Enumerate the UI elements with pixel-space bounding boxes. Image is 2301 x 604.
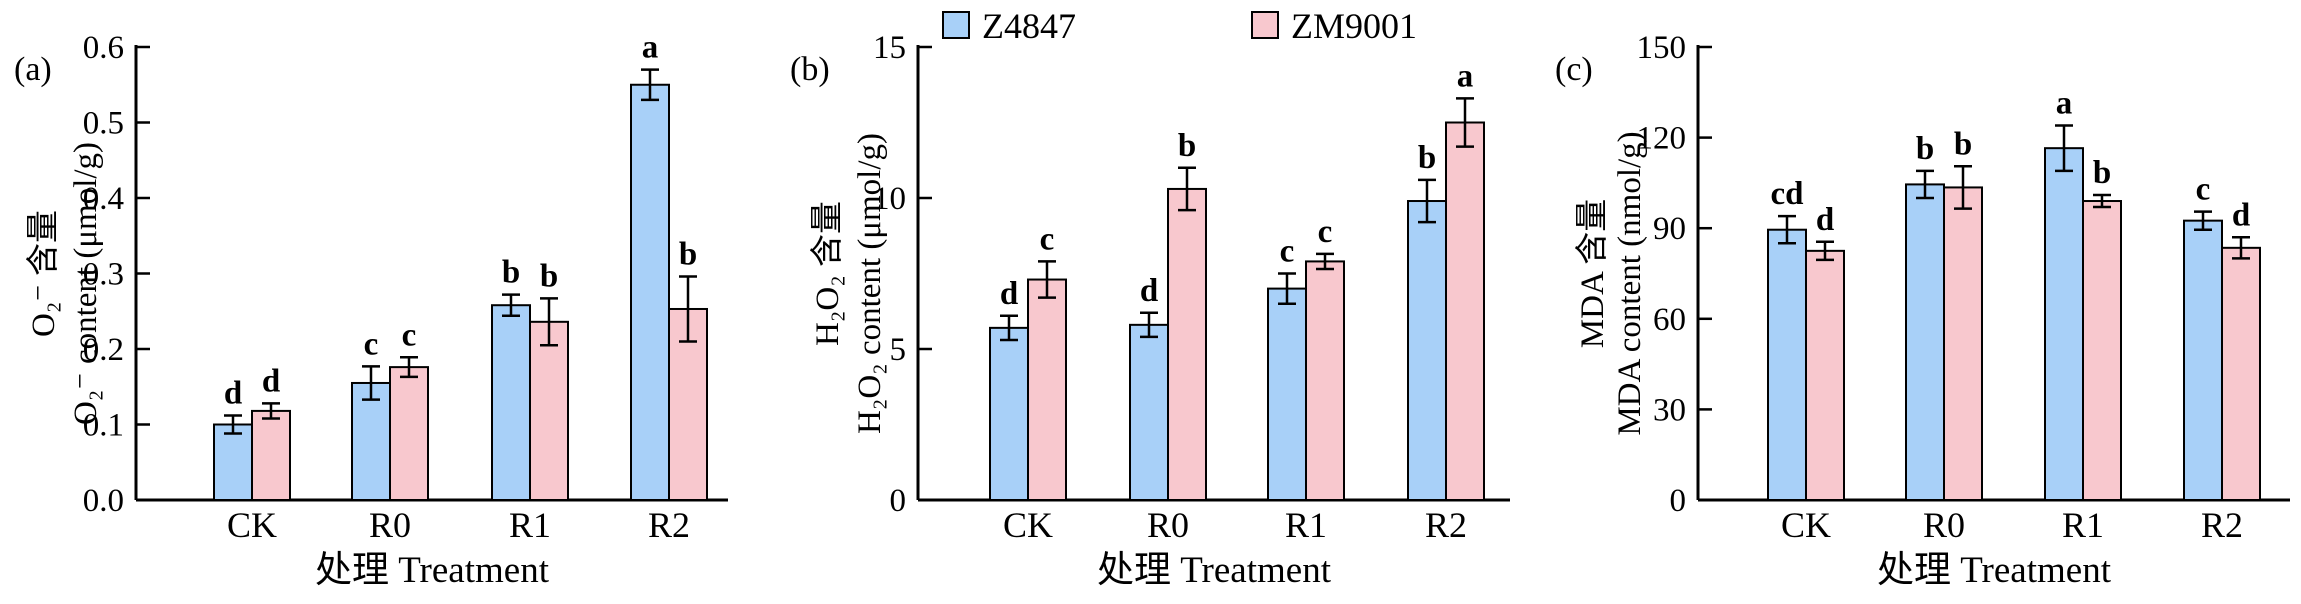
y-axis-label-cn: O₂⁻ 含量: [25, 210, 62, 337]
bar-z4847-ck: [1767, 228, 1807, 502]
legend-label-zm9001: ZM9001: [1291, 6, 1417, 46]
bar-z4847-r0: [1129, 323, 1169, 501]
y-tick-label: 0: [890, 483, 907, 519]
y-tick-label: 90: [1653, 211, 1686, 247]
legend-swatch-zm9001: [1251, 11, 1279, 39]
y-tick-label: 0.3: [83, 257, 124, 293]
significance-letter: b: [1954, 126, 1972, 162]
significance-letter: d: [224, 375, 242, 411]
y-axis-label-en: MDA content (nmol/g): [1612, 131, 1648, 435]
significance-letter: d: [2232, 197, 2250, 233]
bar-zm9001-r1: [1305, 260, 1345, 502]
bar-zm9001-ck: [251, 409, 291, 501]
bar-z4847-r0: [1905, 183, 1945, 501]
y-tick-label: 60: [1653, 302, 1686, 338]
bar-zm9001-r1: [2082, 200, 2122, 502]
bar-zm9001-ck: [1027, 278, 1067, 502]
y-tick-label: 0.4: [83, 181, 124, 217]
x-tick-label: R2: [648, 505, 690, 545]
x-tick-label: CK: [227, 505, 277, 545]
y-tick-label: 150: [1637, 30, 1687, 66]
x-tick-label: R1: [1285, 505, 1327, 545]
significance-letter: a: [1457, 58, 1474, 94]
bar-z4847-ck: [989, 326, 1029, 501]
legend: Z4847 ZM9001: [942, 6, 1417, 46]
panel-label: (b): [790, 51, 830, 88]
bar-zm9001-r2: [2221, 246, 2261, 501]
x-axis-label: 处理 Treatment: [1097, 550, 1332, 591]
significance-letter: c: [364, 326, 379, 362]
bar-zm9001-r0: [389, 366, 429, 501]
x-tick-label: R2: [1425, 505, 1467, 545]
significance-letter: b: [1418, 140, 1436, 176]
significance-letter: d: [1140, 273, 1158, 309]
legend-swatch-z4847: [942, 11, 970, 39]
x-tick-label: CK: [1003, 505, 1053, 545]
panel-label: (c): [1555, 51, 1593, 88]
bar-zm9001-r0: [1943, 186, 1983, 501]
y-tick-label: 0.1: [83, 408, 124, 444]
bar-z4847-ck: [213, 423, 253, 501]
significance-letter: b: [1916, 131, 1934, 167]
significance-letter: a: [2056, 86, 2073, 122]
bar-zm9001-ck: [1805, 249, 1845, 501]
significance-letter: b: [2093, 155, 2111, 191]
y-tick-label: 10: [873, 181, 906, 217]
bar-z4847-r1: [2044, 147, 2084, 501]
significance-letter: cd: [1771, 176, 1804, 212]
y-tick-label: 0: [1670, 483, 1687, 519]
significance-letter: b: [679, 237, 697, 273]
bar-z4847-r1: [1267, 287, 1307, 501]
y-tick-label: 30: [1653, 392, 1686, 428]
x-tick-label: R0: [369, 505, 411, 545]
y-axis-label-cn: MDA 含量: [1574, 199, 1611, 348]
bar-zm9001-r1: [529, 320, 569, 501]
bar-z4847-r2: [630, 83, 670, 501]
y-axis-label-en: H₂O₂ content (μmol/g): [852, 133, 888, 434]
panel-label: (a): [14, 51, 52, 88]
x-tick-label: R1: [509, 505, 551, 545]
x-tick-label: R1: [2062, 505, 2104, 545]
significance-letter: b: [502, 255, 520, 291]
y-tick-label: 0.6: [83, 30, 124, 66]
significance-letter: d: [262, 363, 280, 399]
y-tick-label: 0.2: [83, 332, 124, 368]
x-tick-label: CK: [1781, 505, 1831, 545]
y-axis-label-cn: H₂O₂ 含量: [809, 201, 846, 346]
y-axis-label-en: O₂⁻ content (μmol/g): [68, 142, 104, 425]
y-tick-label: 0.5: [83, 106, 124, 142]
legend-label-z4847: Z4847: [982, 6, 1076, 46]
y-tick-label: 5: [890, 332, 907, 368]
significance-letter: c: [1318, 214, 1333, 250]
significance-letter: c: [1040, 221, 1055, 257]
significance-letter: c: [402, 317, 417, 353]
significance-letter: d: [1816, 202, 1834, 238]
significance-letter: a: [642, 30, 659, 66]
x-tick-label: R0: [1147, 505, 1189, 545]
significance-letter: c: [1280, 234, 1295, 270]
significance-letter: c: [2196, 172, 2211, 208]
bar-zm9001-r2: [1445, 121, 1485, 501]
y-tick-label: 120: [1637, 121, 1687, 157]
x-axis-label: 处理 Treatment: [315, 550, 550, 591]
bar-z4847-r2: [2183, 219, 2223, 501]
bar-z4847-r2: [1407, 200, 1447, 502]
significance-letter: b: [540, 258, 558, 294]
y-tick-label: 0.0: [83, 483, 124, 519]
significance-letter: b: [1178, 128, 1196, 164]
x-tick-label: R0: [1923, 505, 1965, 545]
x-tick-label: R2: [2201, 505, 2243, 545]
x-axis-label: 处理 Treatment: [1877, 550, 2112, 591]
significance-letter: d: [1000, 276, 1018, 312]
bar-z4847-r1: [491, 304, 531, 501]
bar-zm9001-r0: [1167, 187, 1207, 501]
y-tick-label: 15: [873, 30, 906, 66]
